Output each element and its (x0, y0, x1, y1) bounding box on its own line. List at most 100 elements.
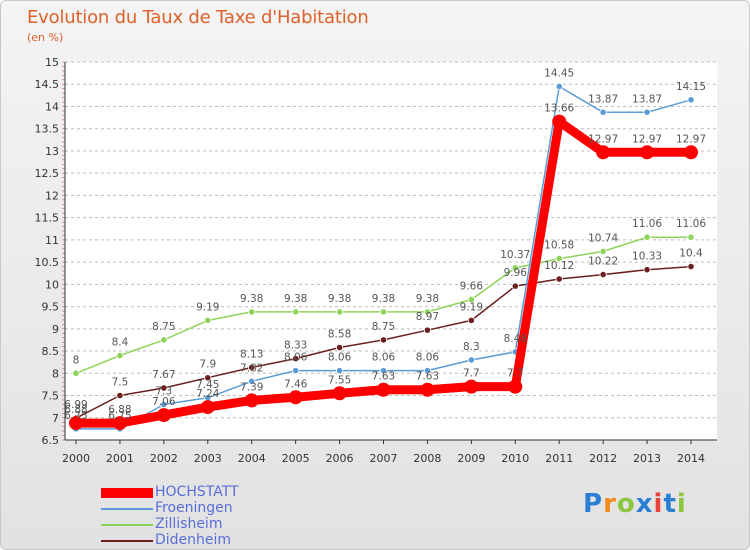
data-label-zillisheim: 9.38 (284, 293, 307, 305)
logo-letter: t (663, 489, 677, 519)
legend-label: HOCHSTATT (155, 484, 239, 500)
data-point-hochstatt (684, 145, 698, 160)
legend-swatch (101, 523, 153, 526)
data-point-hochstatt (596, 145, 611, 160)
x-tick-label: 2014 (677, 452, 705, 465)
data-point-didenheim (643, 266, 651, 274)
y-tick-label: 13 (45, 145, 59, 158)
data-label-hochstatt: 7.06 (152, 396, 176, 408)
x-tick-label: 2010 (501, 452, 529, 465)
y-tick-label: 13.5 (35, 123, 60, 136)
data-label-zillisheim: 9.38 (416, 293, 439, 305)
data-label-froeningen: 8.06 (372, 352, 396, 364)
y-tick-label: 11.5 (35, 212, 60, 225)
data-label-froeningen: 7.82 (240, 362, 263, 374)
data-point-froeningen (555, 82, 563, 91)
x-tick-label: 2000 (62, 452, 90, 465)
y-axis-unit-label: (en %) (27, 31, 64, 44)
y-tick-label: 14.5 (35, 78, 60, 91)
data-point-hochstatt (552, 114, 567, 129)
data-point-didenheim (292, 355, 300, 363)
legend-label: Didenheim (155, 532, 232, 548)
data-label-hochstatt: 7.63 (416, 371, 439, 383)
data-point-froeningen (379, 367, 388, 375)
x-tick-label: 2012 (589, 452, 617, 465)
y-tick-label: 8 (52, 367, 59, 380)
data-label-hochstatt: 12.97 (676, 133, 706, 145)
data-point-froeningen (335, 367, 344, 375)
data-point-froeningen (687, 96, 695, 104)
data-label-zillisheim: 10.74 (588, 232, 618, 244)
data-label-zillisheim: 8 (73, 354, 80, 366)
data-point-zillisheim (379, 308, 388, 316)
data-point-zillisheim (116, 351, 124, 360)
data-label-didenheim: 7.67 (152, 369, 175, 381)
logo-letter: r (603, 489, 617, 519)
data-label-zillisheim: 10.58 (544, 240, 574, 252)
data-point-didenheim (204, 374, 212, 382)
data-point-froeningen (467, 356, 475, 364)
data-point-froeningen (248, 377, 256, 385)
data-point-zillisheim (687, 233, 695, 241)
data-label-zillisheim: 9.66 (460, 280, 484, 292)
legend-swatch (101, 487, 153, 498)
x-tick-label: 2002 (150, 452, 178, 465)
data-label-hochstatt: 6.88 (64, 404, 87, 416)
data-label-didenheim: 7.9 (199, 359, 216, 371)
data-point-zillisheim (160, 336, 168, 344)
data-point-zillisheim (72, 369, 80, 377)
data-label-froeningen: 8.3 (463, 341, 480, 353)
data-label-zillisheim: 11.06 (632, 218, 662, 230)
data-point-didenheim (116, 391, 124, 400)
data-label-zillisheim: 9.38 (372, 293, 395, 305)
x-tick-label: 2008 (413, 452, 441, 465)
data-label-hochstatt: 12.97 (588, 133, 618, 145)
data-point-didenheim (423, 326, 432, 334)
data-label-hochstatt: 7.63 (372, 371, 395, 383)
data-point-hochstatt (112, 416, 127, 431)
data-point-froeningen (423, 367, 432, 375)
data-label-zillisheim: 9.38 (240, 293, 263, 305)
data-label-hochstatt: 13.66 (544, 103, 574, 115)
plot-area (65, 62, 717, 440)
legend-label: Zillisheim (155, 516, 223, 532)
data-point-didenheim (335, 343, 344, 352)
logo-letter: i (653, 489, 664, 519)
y-tick-label: 10 (45, 278, 59, 291)
y-tick-label: 10.5 (35, 256, 60, 269)
y-tick-label: 7.5 (42, 390, 60, 403)
data-point-didenheim (687, 262, 695, 271)
logo-letter: P (583, 489, 604, 519)
data-label-froeningen: 8.06 (416, 352, 440, 364)
data-point-didenheim (599, 270, 607, 279)
data-point-hochstatt (508, 379, 523, 394)
x-tick-label: 2004 (238, 452, 266, 465)
data-point-zillisheim (204, 316, 212, 324)
y-tick-label: 14 (45, 100, 59, 113)
data-point-hochstatt (332, 386, 347, 401)
data-label-hochstatt: 7.7 (463, 368, 480, 380)
data-point-zillisheim (248, 308, 256, 316)
data-label-froeningen: 14.15 (676, 81, 706, 93)
y-tick-label: 9.5 (42, 301, 60, 314)
x-tick-label: 2003 (194, 452, 222, 465)
data-label-zillisheim: 11.06 (676, 218, 706, 230)
legend-label: Froeningen (155, 500, 233, 516)
y-tick-label: 6.5 (42, 434, 60, 447)
chart-title: Evolution du Taux de Taxe d'Habitation (27, 7, 369, 28)
data-point-hochstatt (156, 408, 171, 423)
x-tick-label: 2006 (326, 452, 354, 465)
x-tick-label: 2001 (106, 452, 134, 465)
data-label-didenheim: 10.33 (632, 251, 662, 263)
data-point-hochstatt (244, 393, 259, 408)
data-point-zillisheim (292, 308, 300, 316)
data-label-didenheim: 10.12 (544, 260, 574, 272)
data-label-didenheim: 9.19 (460, 301, 483, 313)
data-point-didenheim (379, 336, 388, 344)
data-point-didenheim (511, 282, 519, 290)
x-tick-label: 2011 (545, 452, 573, 465)
data-point-zillisheim (511, 264, 519, 272)
data-label-hochstatt: 6.88 (108, 404, 131, 416)
